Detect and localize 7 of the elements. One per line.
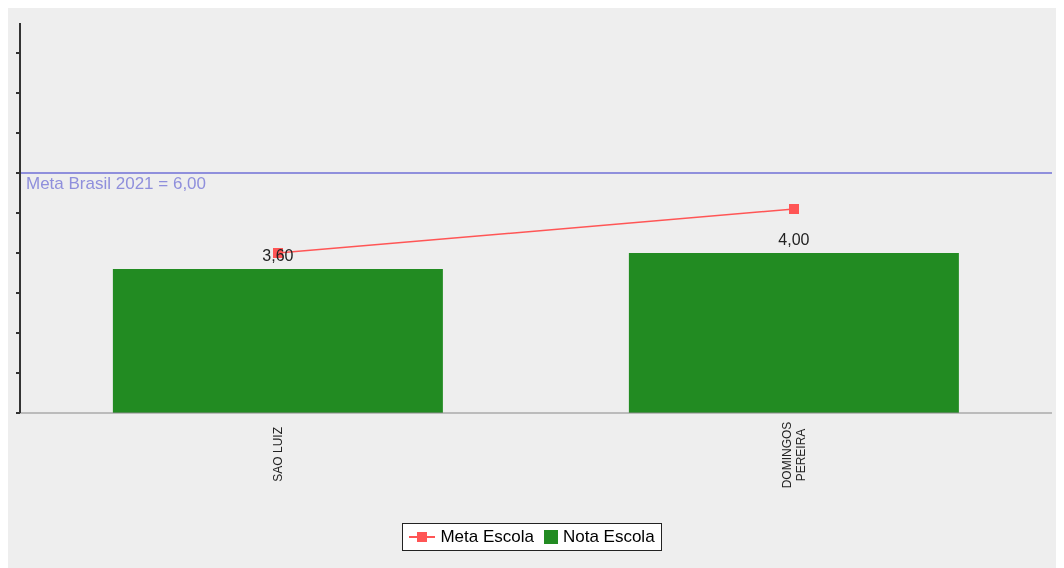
- x-tick-label: DOMINGOS PEREIRA: [780, 421, 808, 489]
- data-label: 3,60: [262, 247, 294, 264]
- legend-label: Meta Escola: [439, 527, 534, 547]
- ref-line-label: Meta Brasil 2021 = 6,00: [26, 174, 207, 193]
- data-label: 4,00: [778, 231, 810, 248]
- legend-label: Nota Escola: [561, 527, 655, 547]
- x-tick-label: SAO LUIZ: [271, 427, 285, 482]
